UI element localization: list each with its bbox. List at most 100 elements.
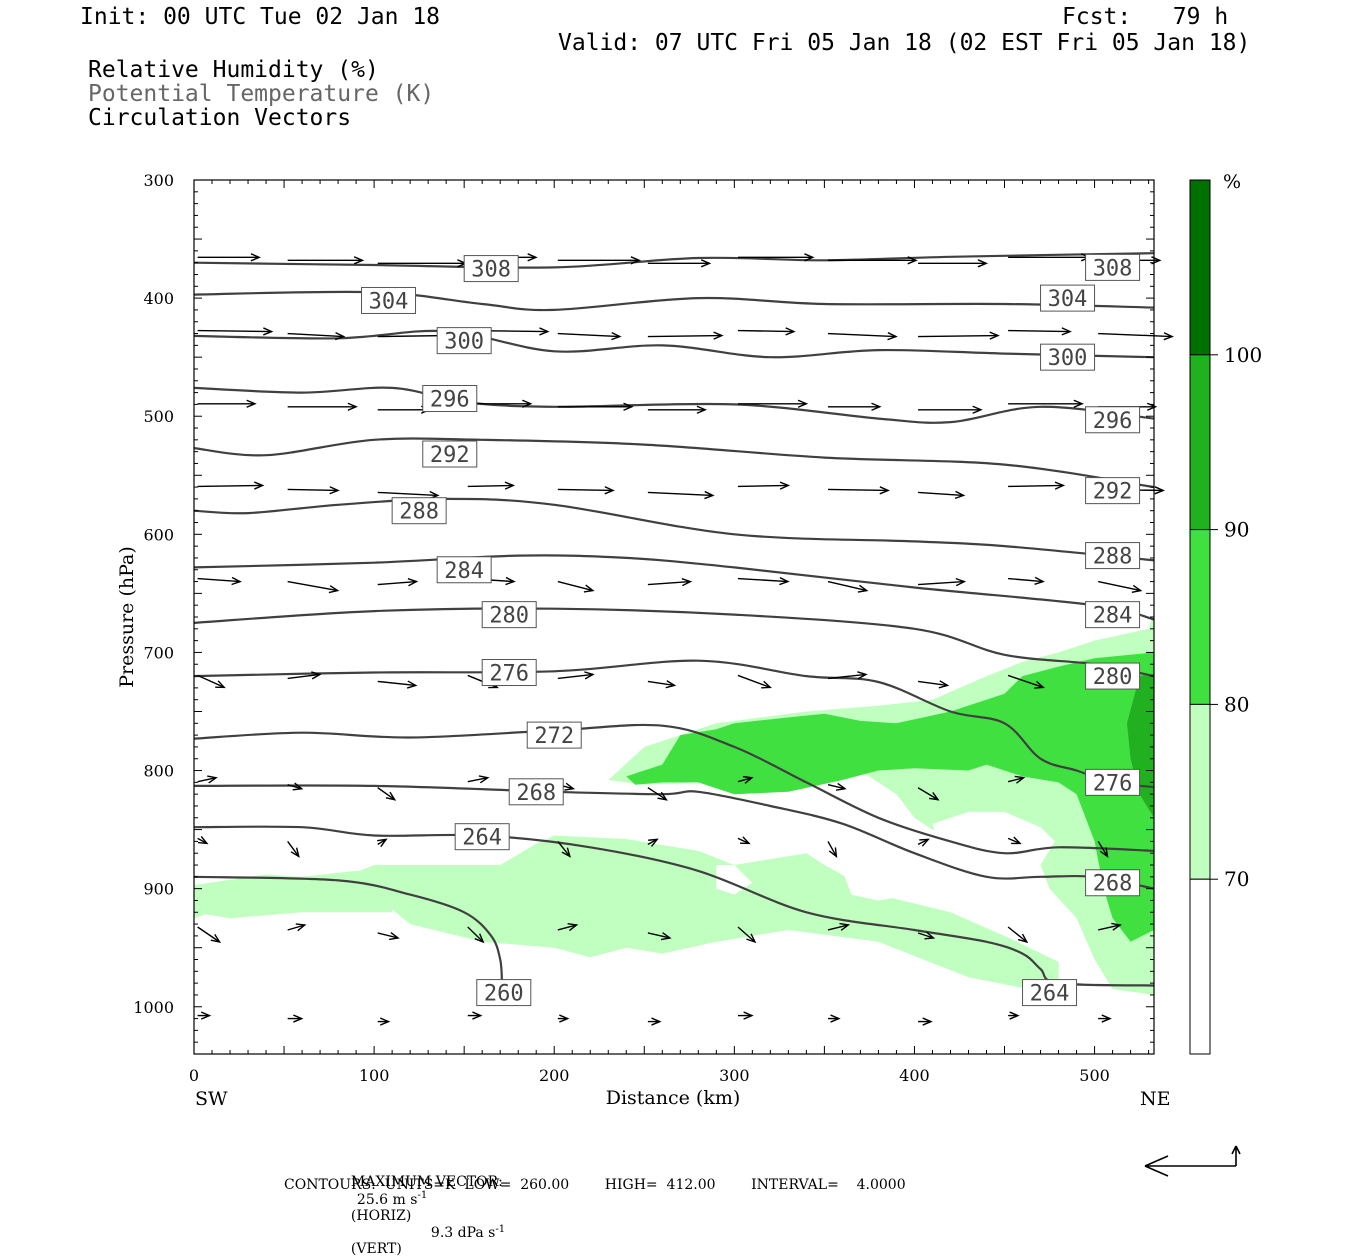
contour-label-276: 276 xyxy=(481,659,537,687)
circulation-vector xyxy=(737,775,754,784)
theta-contour-276 xyxy=(193,659,1155,789)
circulation-vector xyxy=(287,256,365,265)
y-tick-label: 1000 xyxy=(133,998,174,1017)
circulation-vector xyxy=(197,1011,212,1020)
contour-label-box xyxy=(481,659,537,687)
circulation-vector xyxy=(647,259,712,268)
circulation-vector xyxy=(918,1017,933,1026)
theta-contour-260 xyxy=(193,875,504,984)
x-tick-label: 500 xyxy=(1079,1066,1110,1085)
circulation-vector xyxy=(197,926,222,943)
circulation-vector xyxy=(647,331,724,340)
contour-label-box xyxy=(1040,284,1096,312)
circulation-vector xyxy=(827,671,868,680)
max-horiz-tag: (HORIZ) xyxy=(350,1207,412,1224)
right-end-label: NE xyxy=(1140,1088,1171,1110)
contour-label-268: 268 xyxy=(508,778,564,806)
contour-label-box xyxy=(526,721,582,749)
contour-label-296: 296 xyxy=(1085,406,1141,434)
contour-label-box xyxy=(481,601,537,629)
circulation-vector xyxy=(917,787,940,801)
circulation-vector xyxy=(827,332,898,341)
x-axis-title: Distance (km) xyxy=(606,1087,741,1109)
circulation-vector xyxy=(1008,576,1045,586)
contour-label-280: 280 xyxy=(1085,662,1141,690)
humidity-shading xyxy=(194,611,1154,995)
init-time: Init: 00 UTC Tue 02 Jan 18 xyxy=(80,4,441,30)
circulation-vector xyxy=(1008,1011,1020,1020)
circulation-vector xyxy=(917,838,930,847)
contour-label-296: 296 xyxy=(422,385,478,413)
circulation-vector xyxy=(1098,332,1174,341)
max-horiz-exp: -1 xyxy=(417,1190,428,1201)
circulation-vector xyxy=(827,580,869,593)
contour-label-text: 292 xyxy=(430,443,470,468)
contour-label-box xyxy=(1085,768,1141,796)
circulation-vector xyxy=(647,680,677,689)
reference-vector-icon xyxy=(1144,1145,1241,1177)
contour-label-288: 288 xyxy=(391,497,447,525)
contour-label-box xyxy=(361,286,417,314)
contour-label-box xyxy=(508,778,564,806)
plot-frame: 0 100 200 300 400 500 300 400 500 600 700 800 900 100… xyxy=(133,171,1155,1085)
circulation-vector xyxy=(917,931,936,940)
circulation-vector xyxy=(557,332,622,341)
circulation-vector xyxy=(827,486,890,495)
circulation-vector xyxy=(557,923,579,932)
circulation-vector xyxy=(917,680,950,689)
contour-label-268: 268 xyxy=(1085,869,1141,897)
circulation-vector xyxy=(1097,841,1109,858)
circulation-vector xyxy=(197,327,274,336)
colorbar-segment xyxy=(1189,354,1211,531)
circulation-vector xyxy=(377,932,400,941)
circulation-vector xyxy=(1007,674,1045,689)
y-tick-label: 400 xyxy=(143,289,174,308)
contour-label-box xyxy=(1085,601,1141,629)
circulation-vector xyxy=(287,402,358,411)
circulation-vector xyxy=(918,577,967,587)
contour-label-292: 292 xyxy=(422,440,478,468)
contour-label-text: 308 xyxy=(1093,256,1133,281)
y-tick-label: 900 xyxy=(143,880,174,899)
contour-label-box xyxy=(1085,253,1141,281)
circulation-vector xyxy=(287,1014,304,1023)
circulation-vector xyxy=(737,674,772,689)
circulation-vector xyxy=(377,680,418,689)
rh-90-region xyxy=(1127,673,1154,818)
circulation-vector xyxy=(918,405,983,414)
contour-label-text: 296 xyxy=(430,388,470,413)
colorbar-segment xyxy=(1189,878,1211,1055)
circulation-vector xyxy=(377,838,388,848)
contour-label-text: 284 xyxy=(1093,604,1133,629)
x-tick-label: 300 xyxy=(719,1066,750,1085)
circulation-vector xyxy=(737,481,791,490)
contour-label-308: 308 xyxy=(463,255,519,283)
y-tick-label: 600 xyxy=(143,525,174,544)
circulation-vector xyxy=(377,405,432,414)
theta-contour-264 xyxy=(193,825,1155,987)
circulation-vector xyxy=(197,674,226,689)
circulation-vector xyxy=(467,481,516,490)
contour-label-260: 260 xyxy=(476,979,532,1007)
circulation-vector xyxy=(557,580,595,593)
circulation-vector xyxy=(1008,327,1072,336)
contour-label-text: 304 xyxy=(1048,287,1088,312)
contour-label-276: 276 xyxy=(1085,768,1141,796)
max-vert-tag: (VERT) xyxy=(350,1241,402,1257)
contour-label-284: 284 xyxy=(1085,601,1141,629)
contour-label-308: 308 xyxy=(1085,253,1141,281)
rh-70-region xyxy=(194,870,393,919)
circulation-vector xyxy=(647,787,668,801)
contour-label-264: 264 xyxy=(1022,979,1078,1007)
colorbar-unit: % xyxy=(1223,171,1241,193)
contour-label-box xyxy=(1040,343,1096,371)
max-vector-line: MAXIMUM VECTOR: 25.6 m s-1 (HORIZ) 9.3 d… xyxy=(342,1158,505,1257)
max-vert-value: 9.3 dPa s xyxy=(430,1225,496,1242)
contour-label-box xyxy=(463,255,519,283)
theta-contour-280 xyxy=(193,607,1155,678)
circulation-vector xyxy=(557,486,615,495)
y-tick-label: 800 xyxy=(143,762,174,781)
theta-contour-300 xyxy=(193,329,1155,359)
theta-contour-284 xyxy=(193,554,1155,621)
contour-label-box xyxy=(1085,477,1141,505)
